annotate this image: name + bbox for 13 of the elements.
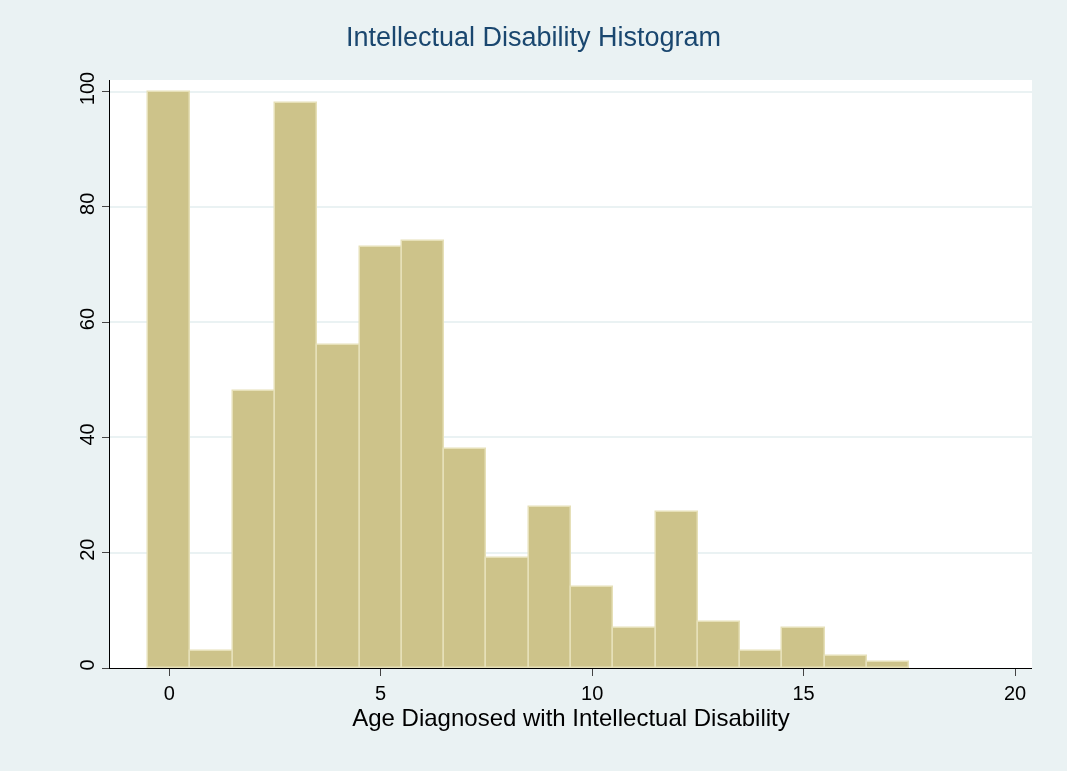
y-tick-label: 80 [76, 192, 98, 215]
x-tick-label: 0 [163, 682, 175, 704]
y-tick-label: 60 [76, 307, 98, 331]
y-tick-label: 100 [76, 71, 98, 106]
chart-title: Intellectual Disability Histogram [345, 21, 722, 52]
x-axis-title: Age Diagnosed with Intellectual Disability [352, 704, 790, 731]
y-tick-label: 0 [76, 659, 98, 671]
x-tick-label: 10 [581, 682, 604, 704]
x-tick-label: 15 [792, 682, 815, 704]
x-tick-label: 5 [375, 682, 387, 704]
y-tick-label: 20 [76, 538, 98, 561]
y-tick-label: 40 [76, 423, 98, 446]
x-tick-label: 20 [1003, 682, 1027, 704]
